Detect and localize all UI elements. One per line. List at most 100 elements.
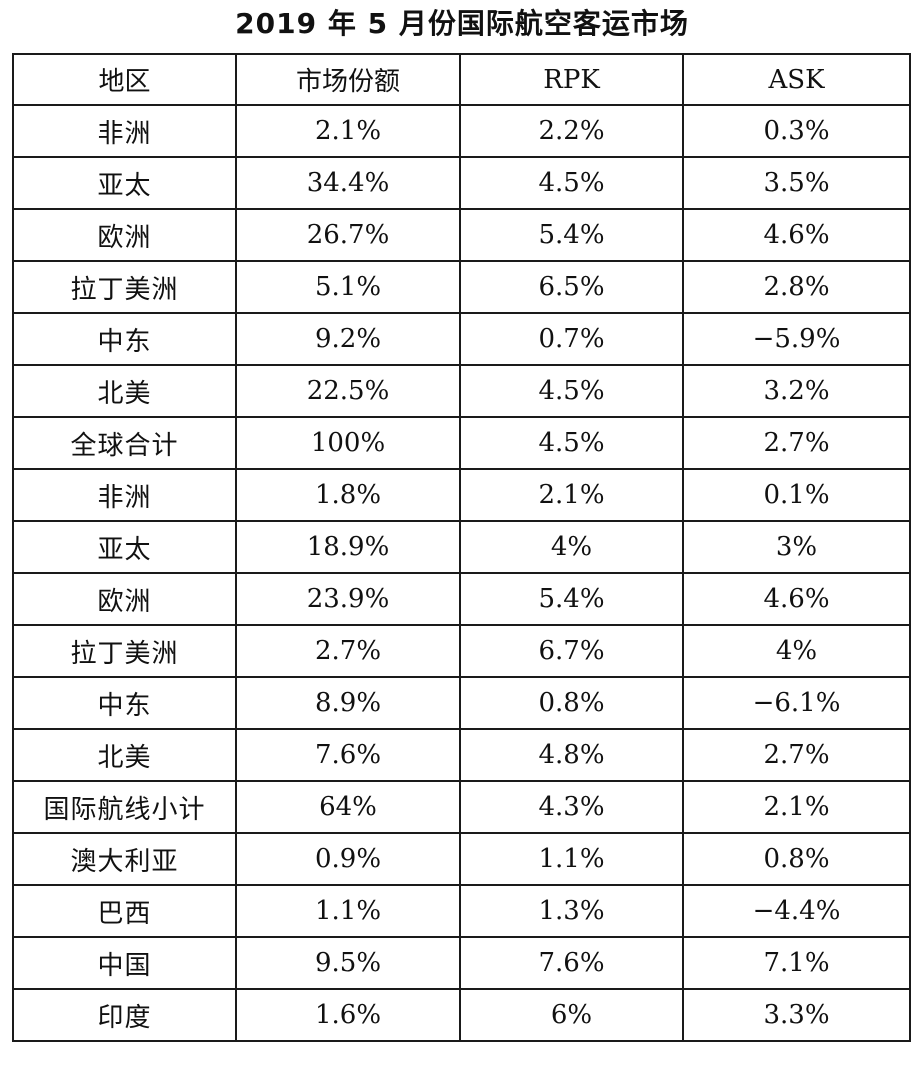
cell-market-share: 1.6%: [235, 988, 461, 1042]
cell-ask: 3.3%: [682, 988, 911, 1042]
cell-rpk: 4%: [459, 520, 684, 574]
cell-ask: −5.9%: [682, 312, 911, 366]
cell-market-share: 26.7%: [235, 208, 461, 262]
cell-rpk: 4.8%: [459, 728, 684, 782]
cell-ask: 2.8%: [682, 260, 911, 314]
cell-rpk: 5.4%: [459, 572, 684, 626]
cell-rpk: 2.2%: [459, 104, 684, 158]
cell-market-share: 9.5%: [235, 936, 461, 990]
table-row: 中东 8.9% 0.8% −6.1%: [12, 676, 911, 730]
market-table: 地区 市场份额 RPK ASK 非洲 2.1% 2.2% 0.3% 亚太 34.4% 4.5…: [12, 53, 911, 1042]
cell-market-share: 0.9%: [235, 832, 461, 886]
cell-region: 非洲: [12, 104, 237, 158]
table-row: 北美 22.5% 4.5% 3.2%: [12, 364, 911, 418]
cell-region: 国际航线小计: [12, 780, 237, 834]
cell-ask: 2.1%: [682, 780, 911, 834]
table-row: 拉丁美洲 5.1% 6.5% 2.8%: [12, 260, 911, 314]
cell-region: 北美: [12, 728, 237, 782]
cell-market-share: 23.9%: [235, 572, 461, 626]
cell-ask: 0.1%: [682, 468, 911, 522]
table-row: 国际航线小计 64% 4.3% 2.1%: [12, 780, 911, 834]
cell-ask: 4.6%: [682, 208, 911, 262]
cell-rpk: 6%: [459, 988, 684, 1042]
cell-region: 欧洲: [12, 208, 237, 262]
header-region: 地区: [12, 53, 237, 106]
cell-ask: 0.8%: [682, 832, 911, 886]
cell-rpk: 4.3%: [459, 780, 684, 834]
table-row: 亚太 34.4% 4.5% 3.5%: [12, 156, 911, 210]
table-row: 中东 9.2% 0.7% −5.9%: [12, 312, 911, 366]
cell-region: 中东: [12, 312, 237, 366]
table-row: 欧洲 26.7% 5.4% 4.6%: [12, 208, 911, 262]
cell-market-share: 2.7%: [235, 624, 461, 678]
cell-market-share: 9.2%: [235, 312, 461, 366]
cell-ask: 4.6%: [682, 572, 911, 626]
cell-region: 澳大利亚: [12, 832, 237, 886]
table-row: 中国 9.5% 7.6% 7.1%: [12, 936, 911, 990]
cell-region: 欧洲: [12, 572, 237, 626]
table-row: 巴西 1.1% 1.3% −4.4%: [12, 884, 911, 938]
cell-rpk: 0.7%: [459, 312, 684, 366]
cell-region: 巴西: [12, 884, 237, 938]
cell-ask: 2.7%: [682, 416, 911, 470]
cell-rpk: 1.3%: [459, 884, 684, 938]
cell-rpk: 6.7%: [459, 624, 684, 678]
table-row: 欧洲 23.9% 5.4% 4.6%: [12, 572, 911, 626]
cell-ask: 0.3%: [682, 104, 911, 158]
cell-region: 亚太: [12, 156, 237, 210]
cell-market-share: 2.1%: [235, 104, 461, 158]
cell-region: 亚太: [12, 520, 237, 574]
cell-market-share: 100%: [235, 416, 461, 470]
cell-region: 中国: [12, 936, 237, 990]
cell-rpk: 5.4%: [459, 208, 684, 262]
table-row: 亚太 18.9% 4% 3%: [12, 520, 911, 574]
table-row: 印度 1.6% 6% 3.3%: [12, 988, 911, 1042]
cell-ask: 2.7%: [682, 728, 911, 782]
cell-region: 中东: [12, 676, 237, 730]
header-rpk: RPK: [459, 53, 684, 106]
cell-market-share: 8.9%: [235, 676, 461, 730]
table-row: 北美 7.6% 4.8% 2.7%: [12, 728, 911, 782]
cell-rpk: 1.1%: [459, 832, 684, 886]
cell-region: 印度: [12, 988, 237, 1042]
cell-ask: 3.5%: [682, 156, 911, 210]
cell-region: 全球合计: [12, 416, 237, 470]
cell-rpk: 4.5%: [459, 156, 684, 210]
table-row: 拉丁美洲 2.7% 6.7% 4%: [12, 624, 911, 678]
cell-market-share: 5.1%: [235, 260, 461, 314]
header-row: 地区 市场份额 RPK ASK: [12, 53, 911, 106]
cell-ask: 3.2%: [682, 364, 911, 418]
cell-market-share: 1.8%: [235, 468, 461, 522]
cell-rpk: 0.8%: [459, 676, 684, 730]
cell-market-share: 34.4%: [235, 156, 461, 210]
cell-market-share: 7.6%: [235, 728, 461, 782]
table-row: 非洲 2.1% 2.2% 0.3%: [12, 104, 911, 158]
cell-ask: −6.1%: [682, 676, 911, 730]
table-row: 全球合计 100% 4.5% 2.7%: [12, 416, 911, 470]
page-title: 2019 年 5 月份国际航空客运市场: [235, 7, 689, 40]
cell-rpk: 6.5%: [459, 260, 684, 314]
cell-region: 非洲: [12, 468, 237, 522]
cell-market-share: 22.5%: [235, 364, 461, 418]
table-row: 非洲 1.8% 2.1% 0.1%: [12, 468, 911, 522]
cell-ask: 4%: [682, 624, 911, 678]
cell-rpk: 2.1%: [459, 468, 684, 522]
cell-ask: −4.4%: [682, 884, 911, 938]
market-table-container: 地区 市场份额 RPK ASK 非洲 2.1% 2.2% 0.3% 亚太 34.4% 4.5…: [12, 53, 911, 1042]
cell-region: 拉丁美洲: [12, 260, 237, 314]
cell-market-share: 64%: [235, 780, 461, 834]
header-market-share: 市场份额: [235, 53, 461, 106]
cell-rpk: 4.5%: [459, 416, 684, 470]
cell-region: 北美: [12, 364, 237, 418]
cell-ask: 3%: [682, 520, 911, 574]
cell-rpk: 7.6%: [459, 936, 684, 990]
cell-rpk: 4.5%: [459, 364, 684, 418]
table-row: 澳大利亚 0.9% 1.1% 0.8%: [12, 832, 911, 886]
table-body: 非洲 2.1% 2.2% 0.3% 亚太 34.4% 4.5% 3.5% 欧洲 26.7% 5.4%…: [12, 104, 911, 1042]
header-ask: ASK: [682, 53, 911, 106]
cell-market-share: 18.9%: [235, 520, 461, 574]
cell-region: 拉丁美洲: [12, 624, 237, 678]
table-header: 地区 市场份额 RPK ASK: [12, 53, 911, 106]
cell-ask: 7.1%: [682, 936, 911, 990]
cell-market-share: 1.1%: [235, 884, 461, 938]
